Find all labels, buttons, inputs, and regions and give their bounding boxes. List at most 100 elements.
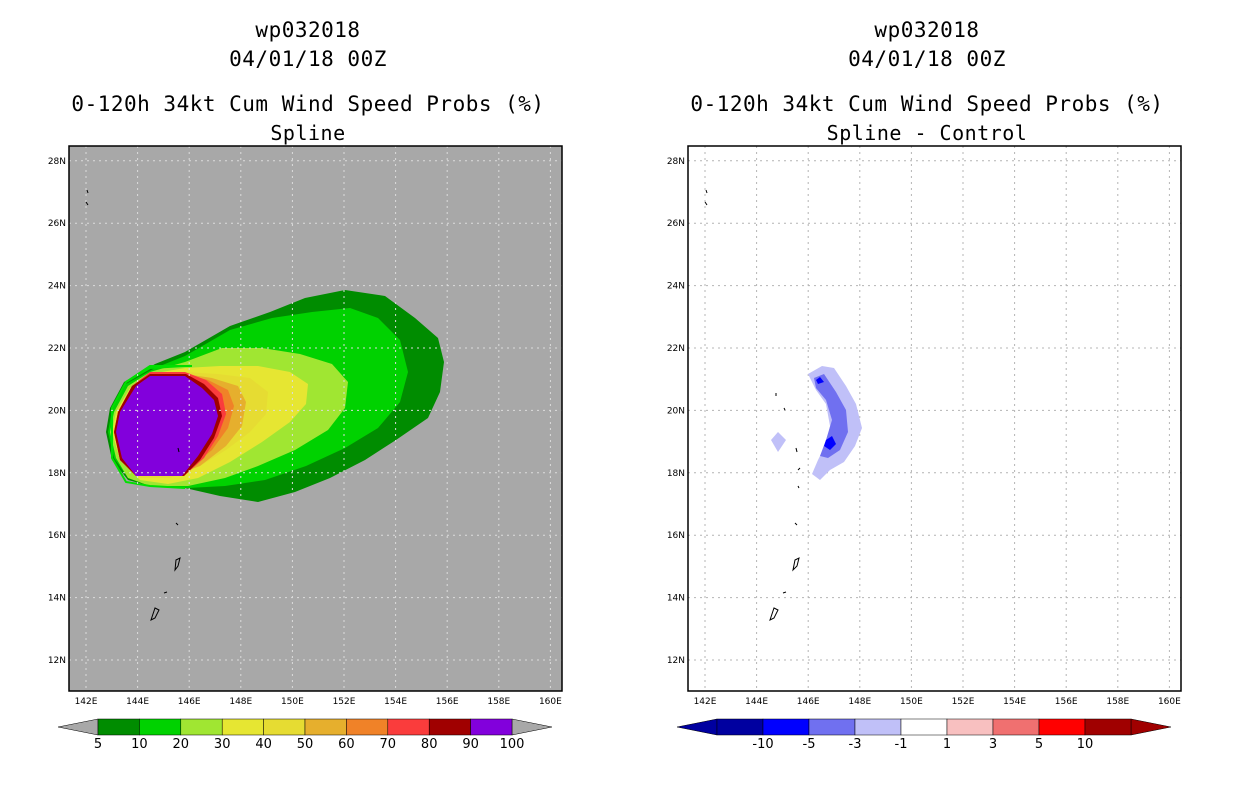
- colorbar-label: 5: [94, 737, 102, 752]
- colorbar-swatch: [139, 718, 182, 736]
- colorbar-swatch: [428, 718, 471, 736]
- colorbar-label: -1: [895, 737, 908, 752]
- lon-label: 144E: [745, 697, 768, 707]
- colorbar-swatch: [854, 718, 902, 736]
- colorbar-swatch: [946, 718, 994, 736]
- colorbar-swatch: [346, 718, 389, 736]
- colorbar-swatch: [387, 718, 430, 736]
- colorbar-label: 3: [989, 737, 997, 752]
- lon-label: 152E: [333, 697, 356, 707]
- right-title-block: wp032018 04/01/18 00Z 0-120h 34kt Cum Wi…: [647, 16, 1207, 147]
- colorbar-swatch: [716, 718, 764, 736]
- colorbar-swatch: [97, 718, 140, 736]
- lat-label: 24N: [48, 282, 66, 292]
- lat-label: 20N: [667, 406, 685, 416]
- lon-label: 144E: [126, 697, 149, 707]
- colorbar-label: 40: [255, 737, 272, 752]
- colorbar-label: 90: [462, 737, 479, 752]
- colorbar-label: 60: [338, 737, 355, 752]
- colorbar-swatch: [304, 718, 347, 736]
- right-difference-field: [771, 366, 862, 480]
- lat-label: 26N: [48, 219, 66, 229]
- colorbar-swatch: [992, 718, 1040, 736]
- diff-contour-minus3: [814, 374, 848, 458]
- left-storm-id: wp032018: [255, 18, 361, 42]
- lon-label: 148E: [848, 697, 871, 707]
- lon-label: 158E: [1106, 697, 1129, 707]
- lat-label: 28N: [48, 157, 66, 167]
- colorbar-label: 70: [380, 737, 397, 752]
- lat-label: 14N: [48, 594, 66, 604]
- colorbar-swatch: [762, 718, 810, 736]
- colorbar-swatch: [1038, 718, 1086, 736]
- right-storm-id: wp032018: [874, 18, 980, 42]
- colorbar-label: -3: [849, 737, 862, 752]
- lon-label: 148E: [229, 697, 252, 707]
- right-subtitle: Spline - Control: [826, 121, 1028, 145]
- left-product-title: 0-120h 34kt Cum Wind Speed Probs (%): [71, 92, 545, 116]
- left-title-block: wp032018 04/01/18 00Z 0-120h 34kt Cum Wi…: [28, 16, 588, 147]
- colorbar-label: 20: [173, 737, 190, 752]
- colorbar-label: 30: [214, 737, 231, 752]
- colorbar-swatch: [180, 718, 223, 736]
- left-subtitle: Spline: [270, 121, 346, 145]
- right-axis-labels: 12N 14N 16N 18N 20N 22N 24N 26N 28N 142E 144E 146E 1…: [667, 157, 1181, 707]
- right-datetime: 04/01/18 00Z: [848, 47, 1006, 71]
- colorbar-label: -5: [803, 737, 816, 752]
- right-map-frame: [687, 145, 1182, 692]
- colorbar-swatch: [470, 718, 513, 736]
- left-probability-field: [106, 290, 444, 502]
- lon-label: 150E: [281, 697, 304, 707]
- lat-label: 28N: [667, 157, 685, 167]
- left-islands: [85, 189, 181, 621]
- left-map-frame: [68, 145, 563, 692]
- colorbar-label: 1: [943, 737, 951, 752]
- lon-label: 146E: [178, 697, 201, 707]
- lon-label: 150E: [900, 697, 923, 707]
- colorbar-right-arrow: [511, 718, 553, 736]
- lat-label: 24N: [667, 282, 685, 292]
- prob-contour-100: [118, 378, 216, 474]
- lon-label: 146E: [797, 697, 820, 707]
- lon-label: 158E: [487, 697, 510, 707]
- lat-label: 12N: [667, 656, 685, 666]
- lat-label: 26N: [667, 219, 685, 229]
- colorbar-left-arrow: [676, 718, 718, 736]
- right-product-title: 0-120h 34kt Cum Wind Speed Probs (%): [690, 92, 1164, 116]
- lat-label: 16N: [667, 531, 685, 541]
- left-gridlines: [69, 146, 562, 691]
- right-islands: [704, 189, 801, 621]
- colorbar-swatch: [808, 718, 856, 736]
- colorbar-label: 50: [297, 737, 314, 752]
- lat-label: 18N: [48, 469, 66, 479]
- left-map-panel: 12N 14N 16N 18N 20N 22N 24N 26N 28N 142E 144E 146E 1…: [48, 145, 563, 707]
- lon-label: 154E: [384, 697, 407, 707]
- colorbar-label: 10: [131, 737, 148, 752]
- lat-label: 14N: [667, 594, 685, 604]
- lon-label: 156E: [436, 697, 459, 707]
- colorbar-swatch: [900, 718, 948, 736]
- colorbar-swatch: [221, 718, 264, 736]
- lon-label: 154E: [1003, 697, 1026, 707]
- lon-label: 142E: [75, 697, 98, 707]
- left-colorbar: 5 10 20 30 40 50 60 70 80 90 100: [57, 718, 553, 752]
- left-axis-labels: 12N 14N 16N 18N 20N 22N 24N 26N 28N 142E 144E 146E 1…: [48, 157, 562, 707]
- colorbar-swatch: [263, 718, 306, 736]
- lat-label: 20N: [48, 406, 66, 416]
- right-map-background: [688, 146, 1181, 691]
- lon-label: 152E: [952, 697, 975, 707]
- colorbar-label: 5: [1035, 737, 1043, 752]
- right-map-panel: 12N 14N 16N 18N 20N 22N 24N 26N 28N 142E 144E 146E 1…: [667, 145, 1182, 707]
- left-datetime: 04/01/18 00Z: [229, 47, 387, 71]
- colorbar-label: 100: [500, 737, 525, 752]
- diff-contour-minus5: [816, 377, 836, 450]
- colorbar-label: -10: [752, 737, 773, 752]
- lat-label: 22N: [667, 344, 685, 354]
- lat-label: 12N: [48, 656, 66, 666]
- lat-label: 22N: [48, 344, 66, 354]
- lon-label: 156E: [1055, 697, 1078, 707]
- lon-label: 142E: [694, 697, 717, 707]
- lat-label: 18N: [667, 469, 685, 479]
- colorbar-label: 80: [421, 737, 438, 752]
